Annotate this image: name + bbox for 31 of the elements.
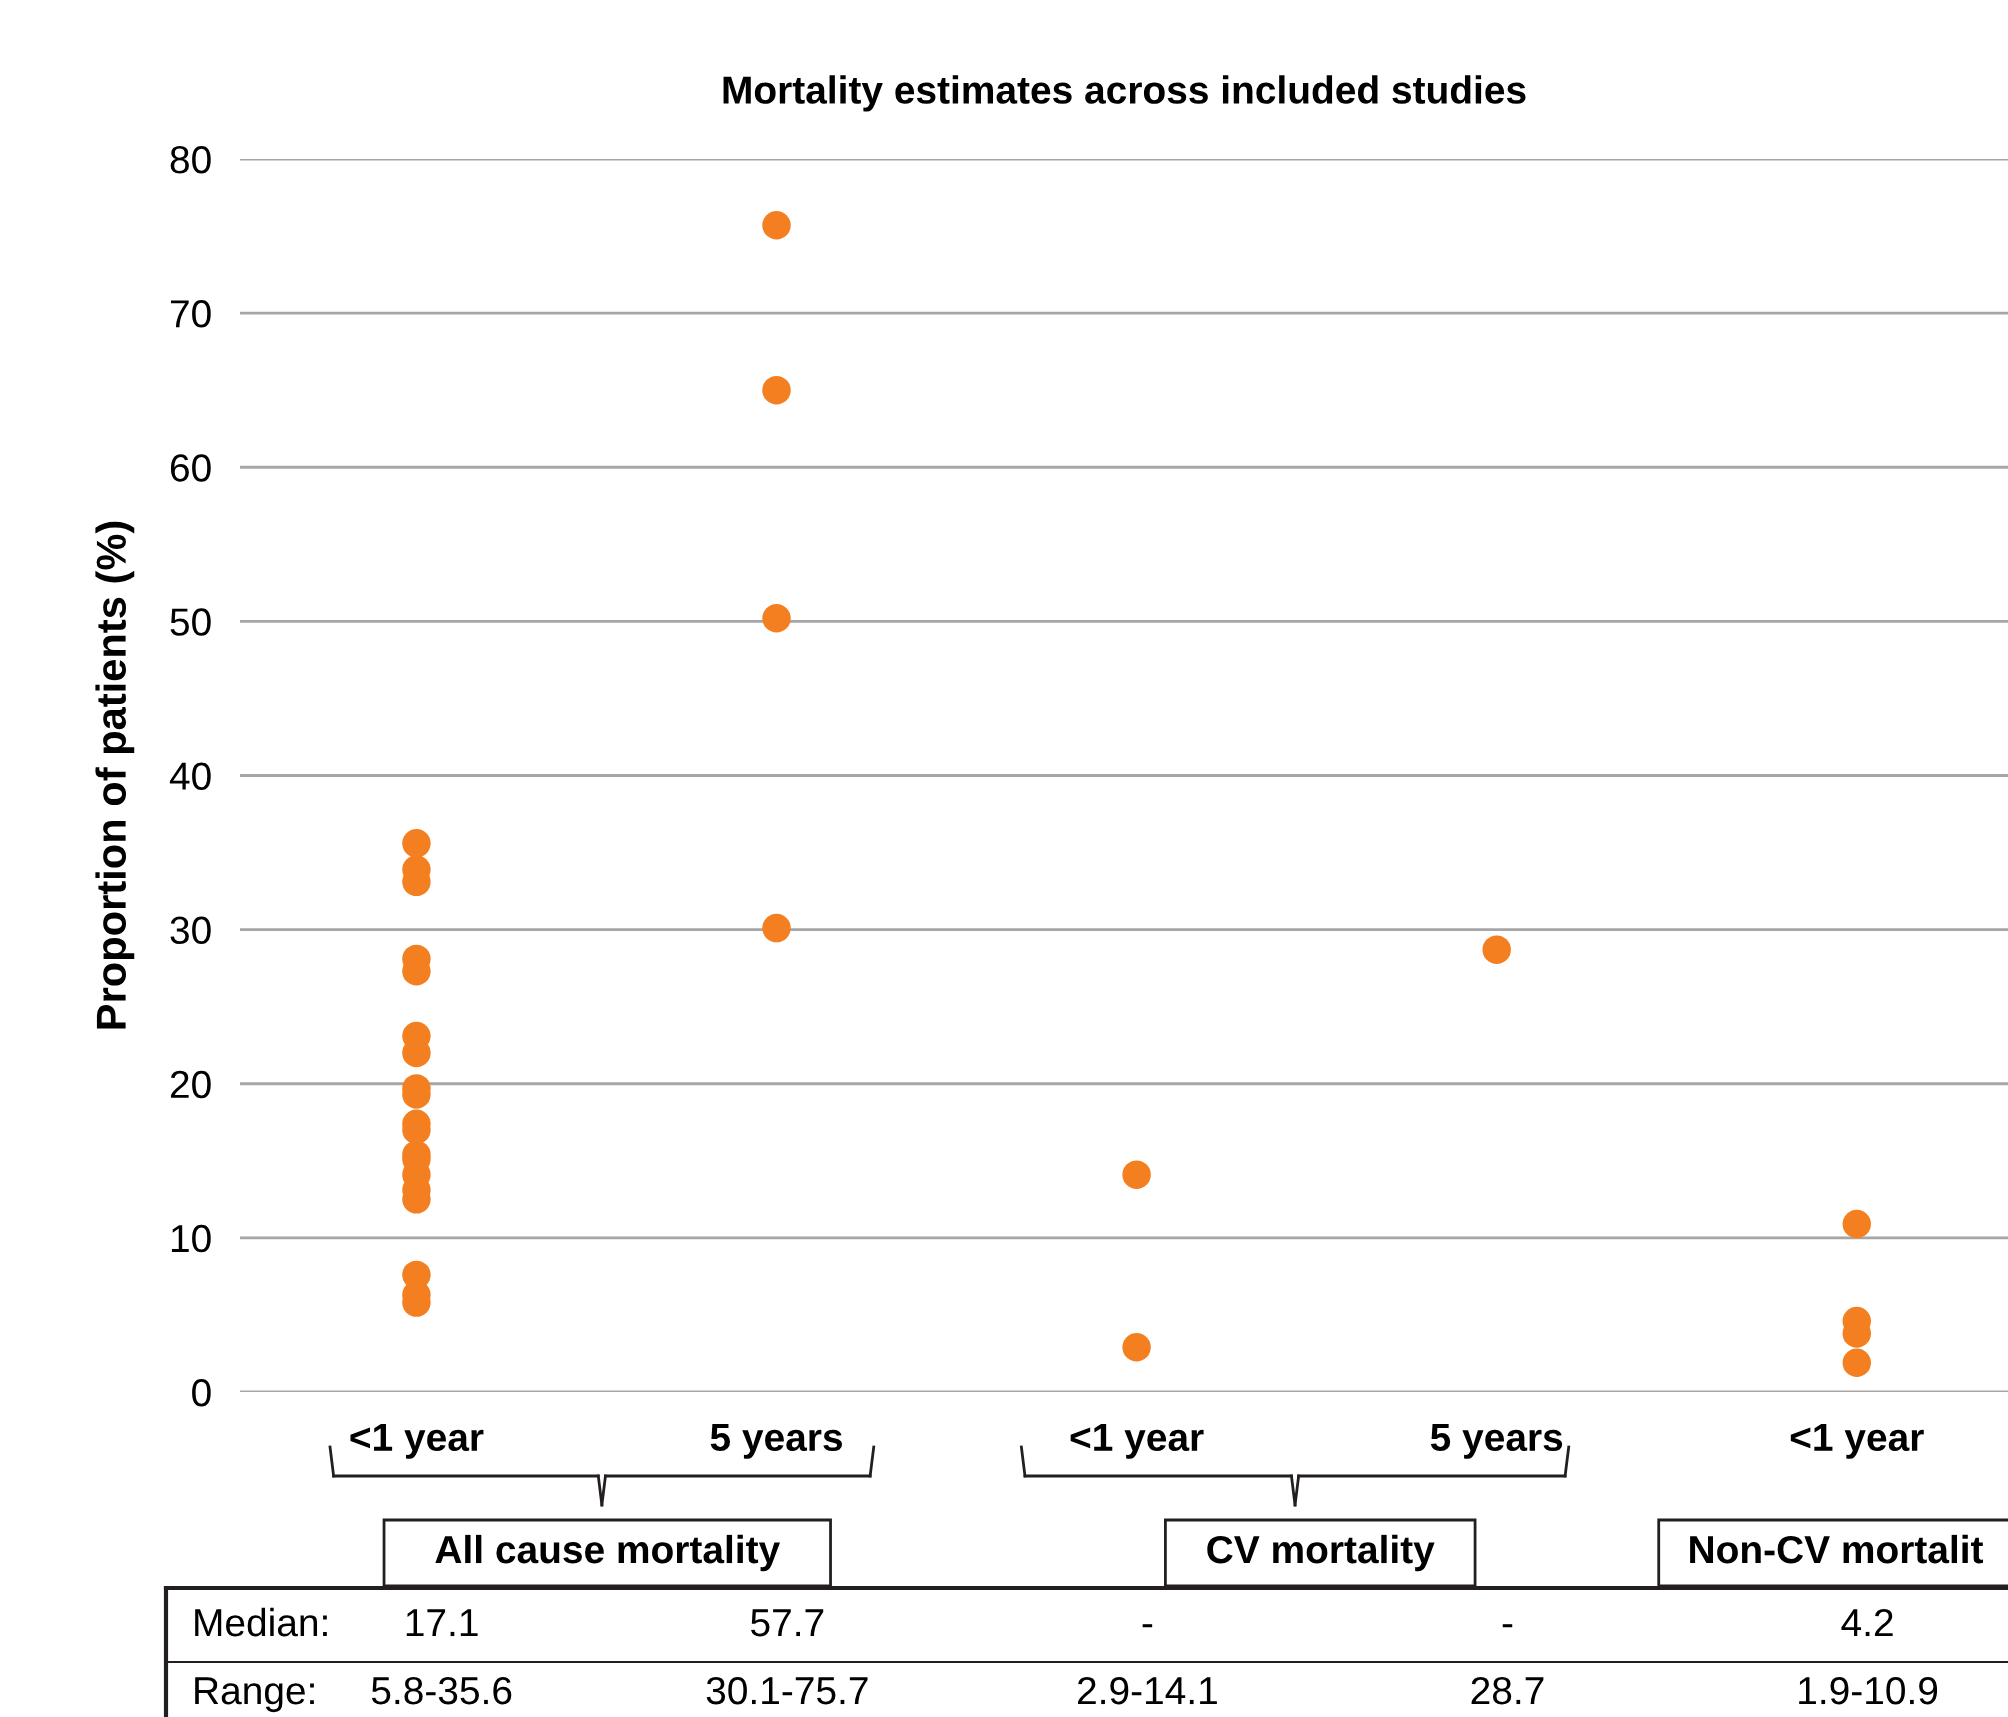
x-tick-label: 5 years [1430, 1423, 1563, 1459]
text: Non-CV mortalit [1690, 1534, 1984, 1564]
chart-title: Mortality estimates across included studies [723, 75, 1526, 112]
y-tick-label: 40 [169, 762, 211, 790]
text: 28.7 [1471, 1676, 1544, 1705]
text: 30.1-75.7 [706, 1676, 868, 1705]
text: 4.2 [1841, 1608, 1893, 1637]
y-tick-label: 10 [171, 1224, 211, 1253]
text: CV mortality [1207, 1534, 1435, 1572]
x-tick-label: 5 years [710, 1423, 842, 1459]
y-tick-label: 50 [170, 608, 211, 636]
text: 57.7 [751, 1609, 824, 1637]
text: - [1502, 1624, 1513, 1628]
text: All cause mortality [435, 1534, 780, 1572]
y-tick-label: 0 [192, 1378, 211, 1407]
text: 2.9-14.1 [1078, 1676, 1217, 1705]
x-tick-label: <1 year [1790, 1423, 1924, 1459]
text: Median: [195, 1607, 327, 1637]
x-tick-label: <1 year [350, 1423, 484, 1459]
y-tick-label: 60 [170, 454, 211, 482]
text: - [1142, 1624, 1153, 1628]
text: 1.9-10.9 [1799, 1676, 1938, 1705]
y-axis-title: Proportion of patients (%) [95, 521, 135, 1029]
text: Range: [195, 1677, 314, 1713]
y-tick-label: 30 [170, 916, 211, 945]
y-tick-label: 80 [170, 145, 211, 174]
text: 5.8-35.6 [371, 1676, 512, 1705]
y-tick-label: 20 [170, 1070, 211, 1099]
y-tick-label: 70 [170, 300, 211, 328]
text: 17.1 [406, 1609, 478, 1637]
x-tick-label: <1 year [1070, 1423, 1204, 1459]
